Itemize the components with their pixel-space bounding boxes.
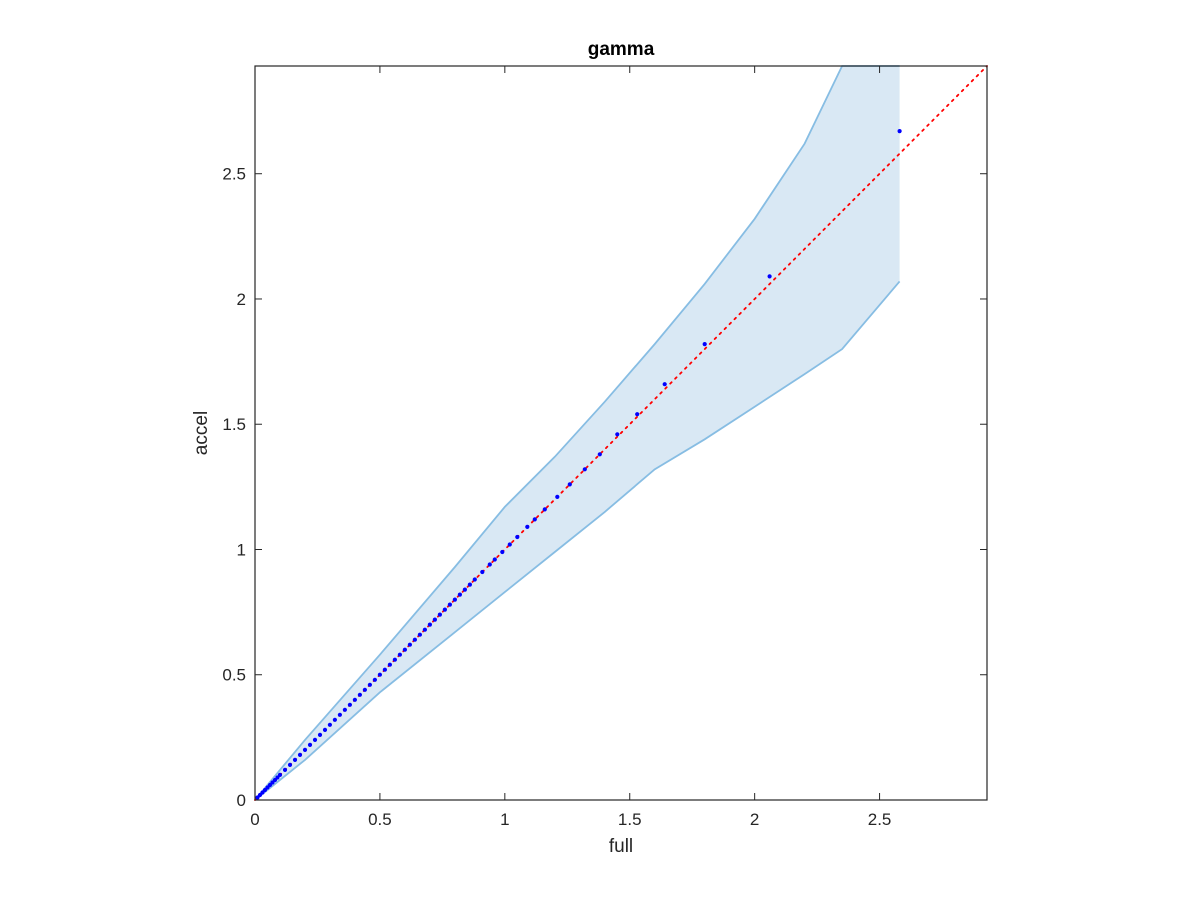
data-point bbox=[597, 452, 602, 457]
y-tick-label: 2.5 bbox=[222, 165, 246, 184]
confidence-band bbox=[254, 65, 901, 801]
x-axis: 0 0.5 1 1.5 2 2.5 bbox=[250, 66, 891, 829]
data-point bbox=[327, 722, 332, 727]
data-point bbox=[525, 524, 530, 530]
data-point bbox=[542, 507, 547, 512]
data-point bbox=[372, 677, 377, 682]
data-point bbox=[312, 737, 318, 743]
x-tick-label: 1.5 bbox=[618, 810, 642, 829]
data-point bbox=[567, 482, 572, 487]
data-point bbox=[532, 517, 537, 522]
band-upper-edge bbox=[254, 65, 900, 801]
y-axis: 0 0.5 1 1.5 2 2.5 bbox=[222, 165, 987, 810]
data-point bbox=[282, 767, 288, 773]
data-point bbox=[662, 382, 667, 387]
data-point bbox=[297, 752, 303, 758]
data-point bbox=[472, 577, 477, 582]
reference-line-layer bbox=[254, 65, 988, 801]
data-point bbox=[582, 467, 587, 472]
data-point bbox=[447, 602, 452, 607]
data-point bbox=[352, 697, 357, 702]
data-point bbox=[432, 617, 437, 622]
data-point bbox=[392, 657, 397, 662]
data-point bbox=[382, 667, 387, 672]
data-point bbox=[407, 642, 412, 647]
data-point bbox=[767, 274, 772, 279]
data-point bbox=[337, 712, 342, 717]
data-point bbox=[467, 582, 472, 587]
y-tick-label: 0.5 bbox=[222, 666, 246, 685]
reference-line bbox=[254, 65, 988, 801]
data-point bbox=[897, 129, 902, 134]
data-point bbox=[635, 412, 640, 417]
x-tick-label: 0.5 bbox=[368, 810, 392, 829]
data-point bbox=[397, 652, 402, 657]
data-point bbox=[480, 569, 485, 575]
x-tick-label: 1 bbox=[500, 810, 509, 829]
data-point bbox=[437, 612, 442, 617]
y-tick-label: 1 bbox=[237, 540, 246, 559]
x-axis-label: full bbox=[609, 836, 633, 857]
data-point bbox=[507, 542, 512, 547]
data-point bbox=[452, 597, 457, 602]
data-point bbox=[347, 702, 352, 707]
y-tick-label: 0 bbox=[237, 791, 246, 810]
data-point bbox=[387, 662, 392, 667]
data-point bbox=[332, 717, 337, 722]
data-point bbox=[427, 622, 432, 627]
data-point bbox=[287, 762, 293, 768]
y-tick-label: 2 bbox=[237, 290, 246, 309]
axes-box bbox=[254, 65, 988, 801]
data-point bbox=[442, 607, 447, 612]
data-point bbox=[487, 562, 492, 567]
data-point bbox=[422, 627, 427, 632]
data-point bbox=[555, 494, 560, 499]
data-point bbox=[322, 727, 328, 733]
data-point bbox=[362, 687, 367, 692]
data-point bbox=[302, 747, 308, 753]
data-point bbox=[317, 732, 323, 738]
data-point bbox=[342, 707, 347, 712]
data-point bbox=[515, 534, 520, 540]
data-point bbox=[357, 692, 362, 697]
x-tick-label: 2 bbox=[750, 810, 759, 829]
data-point bbox=[457, 592, 462, 597]
data-point bbox=[307, 742, 313, 748]
chart-title: gamma bbox=[588, 39, 655, 60]
x-tick-label: 2.5 bbox=[868, 810, 892, 829]
data-point bbox=[292, 757, 298, 763]
y-axis-label: accel bbox=[191, 411, 212, 455]
data-point bbox=[702, 342, 707, 347]
data-point bbox=[277, 772, 283, 778]
data-point bbox=[417, 632, 422, 637]
data-point bbox=[275, 775, 280, 780]
data-point bbox=[492, 557, 497, 562]
band-lower-edge bbox=[254, 280, 901, 801]
data-point bbox=[367, 682, 372, 687]
data-point bbox=[462, 587, 467, 592]
data-point bbox=[402, 647, 407, 652]
data-points bbox=[255, 129, 902, 800]
y-tick-label: 1.5 bbox=[222, 415, 246, 434]
data-point bbox=[412, 637, 417, 642]
data-point bbox=[377, 672, 382, 677]
x-tick-label: 0 bbox=[250, 810, 259, 829]
data-point bbox=[615, 432, 620, 437]
data-point bbox=[500, 549, 505, 555]
